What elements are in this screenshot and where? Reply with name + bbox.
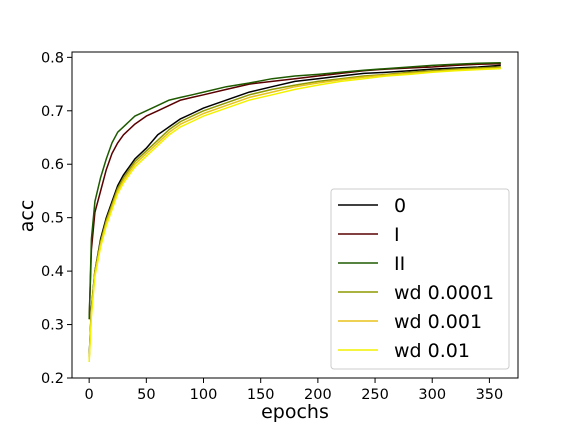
y-axis-label: acc xyxy=(16,200,38,233)
legend-label: II xyxy=(394,253,405,275)
x-axis-label: epochs xyxy=(261,401,329,423)
plot-frame xyxy=(71,51,519,379)
y-tick-label: 0.6 xyxy=(41,157,64,173)
x-tick-label: 0 xyxy=(85,387,94,403)
series-line-0 xyxy=(88,64,501,357)
y-tick-label: 0.8 xyxy=(41,50,64,66)
legend-label: wd 0.001 xyxy=(394,311,482,333)
series-line-4 xyxy=(88,67,501,360)
x-tick-label: 50 xyxy=(137,387,155,403)
y-tick-label: 0.2 xyxy=(41,371,64,387)
x-tick-label: 300 xyxy=(418,387,446,403)
x-tick-label: 100 xyxy=(190,387,218,403)
series-line-3 xyxy=(88,66,501,357)
series-layer xyxy=(88,61,501,363)
legend-label: I xyxy=(394,224,400,246)
y-tick-label: 0.4 xyxy=(41,264,64,280)
series-line-2 xyxy=(88,61,501,320)
legend-label: 0 xyxy=(394,195,406,217)
x-tick-label: 150 xyxy=(247,387,275,403)
x-tick-label: 200 xyxy=(304,387,332,403)
legend-label: wd 0.0001 xyxy=(394,282,494,304)
legend-label: wd 0.01 xyxy=(394,340,470,362)
y-tick-label: 0.7 xyxy=(41,104,64,120)
x-tick-label: 350 xyxy=(476,387,504,403)
y-tick-label: 0.5 xyxy=(41,211,64,227)
y-axis: 0.2 0.3 0.4 0.5 0.6 0.7 0.8 xyxy=(41,50,72,387)
series-line-5 xyxy=(88,67,501,363)
x-tick-label: 250 xyxy=(361,387,389,403)
x-axis: 0 50 100 150 200 250 300 350 xyxy=(85,378,504,403)
y-tick-label: 0.3 xyxy=(41,318,64,334)
